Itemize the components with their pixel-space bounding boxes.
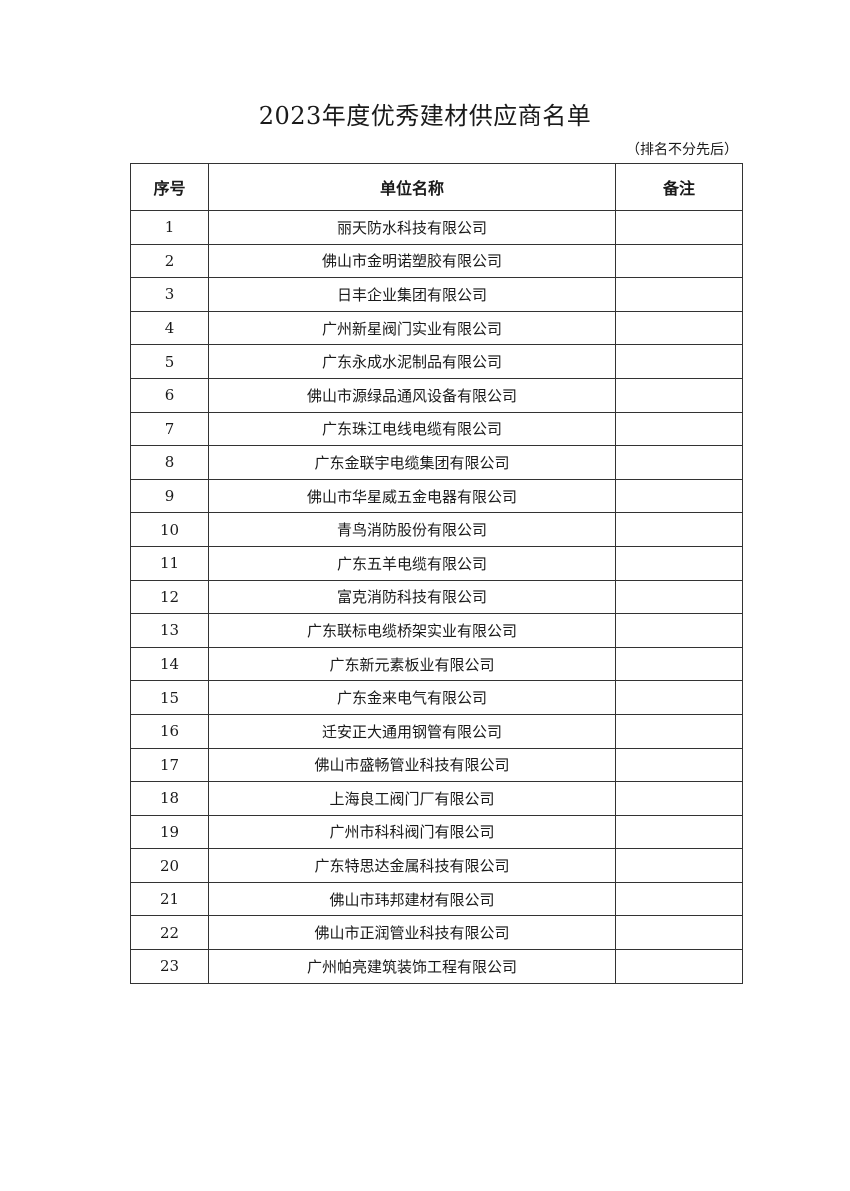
table-row: 13 广东联标电缆桥架实业有限公司 <box>130 613 743 648</box>
table-row: 12 富克消防科技有限公司 <box>130 579 743 615</box>
company-name: 青鸟消防股份有限公司 <box>208 512 616 547</box>
row-index: 15 <box>130 680 209 715</box>
table-row: 11 广东五羊电缆有限公司 <box>130 545 743 581</box>
remarks <box>615 478 743 514</box>
table-row: 8 广东金联宇电缆集团有限公司 <box>130 445 743 480</box>
table-row: 9 佛山市华星威五金电器有限公司 <box>130 478 743 514</box>
company-name: 广东金联宇电缆集团有限公司 <box>208 445 616 480</box>
company-name: 广州帕亮建筑装饰工程有限公司 <box>208 949 616 984</box>
company-name: 广东五羊电缆有限公司 <box>208 545 616 581</box>
table-row: 20 广东特思达金属科技有限公司 <box>130 848 743 883</box>
table-row: 1 丽天防水科技有限公司 <box>130 210 743 245</box>
company-name: 广州新星阀门实业有限公司 <box>208 310 616 346</box>
table-row: 7 广东珠江电线电缆有限公司 <box>130 411 743 447</box>
remarks <box>615 713 743 749</box>
company-name: 上海良工阀门厂有限公司 <box>208 781 616 816</box>
row-index: 13 <box>130 613 209 648</box>
table-row: 6 佛山市源绿品通风设备有限公司 <box>130 377 743 413</box>
company-name: 广州市科科阀门有限公司 <box>208 814 616 850</box>
row-index: 9 <box>130 478 209 514</box>
remarks <box>615 512 743 547</box>
row-index: 2 <box>130 243 209 279</box>
header-index: 序号 <box>130 163 209 211</box>
row-index: 6 <box>130 377 209 413</box>
remarks <box>615 781 743 816</box>
table-row: 3 日丰企业集团有限公司 <box>130 277 743 312</box>
remarks <box>615 277 743 312</box>
remarks <box>615 310 743 346</box>
table-row: 10 青鸟消防股份有限公司 <box>130 512 743 547</box>
remarks <box>615 545 743 581</box>
row-index: 10 <box>130 512 209 547</box>
remarks <box>615 243 743 279</box>
header-company-name: 单位名称 <box>208 163 616 211</box>
company-name: 佛山市源绿品通风设备有限公司 <box>208 377 616 413</box>
company-name: 广东珠江电线电缆有限公司 <box>208 411 616 447</box>
company-name: 迁安正大通用钢管有限公司 <box>208 713 616 749</box>
company-name: 丽天防水科技有限公司 <box>208 210 616 245</box>
row-index: 19 <box>130 814 209 850</box>
row-index: 20 <box>130 848 209 883</box>
company-name: 佛山市华星威五金电器有限公司 <box>208 478 616 514</box>
table-row: 2 佛山市金明诺塑胶有限公司 <box>130 243 743 279</box>
header-remarks: 备注 <box>615 163 743 211</box>
company-name: 广东新元素板业有限公司 <box>208 646 616 682</box>
remarks <box>615 915 743 951</box>
row-index: 11 <box>130 545 209 581</box>
table-header-row: 序号 单位名称 备注 <box>130 163 743 211</box>
company-name: 广东特思达金属科技有限公司 <box>208 848 616 883</box>
row-index: 4 <box>130 310 209 346</box>
table-row: 4 广州新星阀门实业有限公司 <box>130 310 743 346</box>
row-index: 12 <box>130 579 209 615</box>
ranking-note: （排名不分先后） <box>626 142 738 158</box>
table-row: 18 上海良工阀门厂有限公司 <box>130 781 743 816</box>
table-row: 14 广东新元素板业有限公司 <box>130 646 743 682</box>
row-index: 18 <box>130 781 209 816</box>
remarks <box>615 210 743 245</box>
supplier-table: 序号 单位名称 备注 1 丽天防水科技有限公司 2 佛山市金明诺塑胶有限公司 3 日丰企业… <box>130 163 743 984</box>
company-name: 佛山市盛畅管业科技有限公司 <box>208 747 616 783</box>
row-index: 21 <box>130 881 209 917</box>
company-name: 广东金来电气有限公司 <box>208 680 616 715</box>
row-index: 23 <box>130 949 209 984</box>
table-row: 5 广东永成水泥制品有限公司 <box>130 344 743 379</box>
row-index: 1 <box>130 210 209 245</box>
row-index: 8 <box>130 445 209 480</box>
table-row: 16 迁安正大通用钢管有限公司 <box>130 713 743 749</box>
company-name: 富克消防科技有限公司 <box>208 579 616 615</box>
remarks <box>615 680 743 715</box>
remarks <box>615 949 743 984</box>
remarks <box>615 881 743 917</box>
company-name: 佛山市正润管业科技有限公司 <box>208 915 616 951</box>
table-row: 23 广州帕亮建筑装饰工程有限公司 <box>130 949 743 984</box>
remarks <box>615 747 743 783</box>
company-name: 广东永成水泥制品有限公司 <box>208 344 616 379</box>
row-index: 22 <box>130 915 209 951</box>
remarks <box>615 579 743 615</box>
remarks <box>615 646 743 682</box>
row-index: 16 <box>130 713 209 749</box>
row-index: 3 <box>130 277 209 312</box>
table-row: 15 广东金来电气有限公司 <box>130 680 743 715</box>
document-title: 2023年度优秀建材供应商名单 <box>258 102 592 130</box>
remarks <box>615 377 743 413</box>
row-index: 17 <box>130 747 209 783</box>
remarks <box>615 411 743 447</box>
company-name: 日丰企业集团有限公司 <box>208 277 616 312</box>
row-index: 5 <box>130 344 209 379</box>
remarks <box>615 848 743 883</box>
remarks <box>615 814 743 850</box>
row-index: 14 <box>130 646 209 682</box>
company-name: 佛山市金明诺塑胶有限公司 <box>208 243 616 279</box>
remarks <box>615 445 743 480</box>
table-row: 19 广州市科科阀门有限公司 <box>130 814 743 850</box>
table-row: 21 佛山市玮邦建材有限公司 <box>130 881 743 917</box>
company-name: 广东联标电缆桥架实业有限公司 <box>208 613 616 648</box>
remarks <box>615 613 743 648</box>
remarks <box>615 344 743 379</box>
table-row: 17 佛山市盛畅管业科技有限公司 <box>130 747 743 783</box>
company-name: 佛山市玮邦建材有限公司 <box>208 881 616 917</box>
row-index: 7 <box>130 411 209 447</box>
table-row: 22 佛山市正润管业科技有限公司 <box>130 915 743 951</box>
